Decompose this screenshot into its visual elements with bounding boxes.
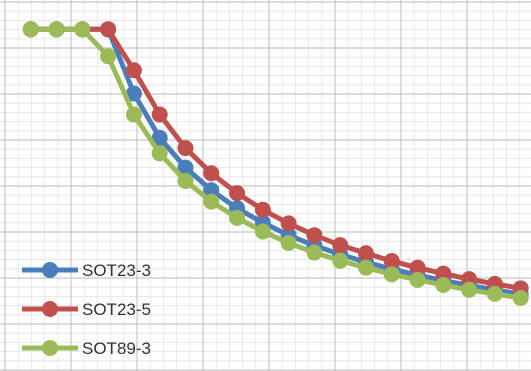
legend-item: SOT23-3 [22, 261, 151, 280]
series-layer [22, 21, 529, 306]
data-point [280, 215, 297, 232]
series-line [28, 26, 524, 291]
series-line [28, 26, 524, 297]
data-point [48, 21, 65, 38]
data-point [409, 271, 426, 288]
data-point [177, 140, 194, 157]
legend-label: SOT23-3 [82, 261, 151, 280]
data-point [203, 182, 220, 199]
data-point [383, 266, 400, 283]
data-point [151, 129, 168, 146]
data-point [177, 172, 194, 189]
data-point [435, 277, 452, 294]
legend-label: SOT89-3 [82, 339, 151, 358]
data-point [357, 245, 374, 262]
data-point [177, 159, 194, 176]
data-point [74, 21, 91, 38]
legend-label: SOT23-5 [82, 300, 151, 319]
data-point [280, 234, 297, 251]
legend: SOT23-3 SOT23-5 SOT89-3 [22, 261, 151, 358]
data-point [151, 145, 168, 162]
data-point [306, 244, 323, 261]
data-point [22, 21, 39, 38]
data-point [435, 265, 452, 282]
data-point [125, 85, 142, 102]
data-point [332, 252, 349, 269]
data-point [486, 285, 503, 302]
data-point [461, 281, 478, 298]
data-point [383, 253, 400, 270]
data-point [229, 185, 246, 202]
data-point [357, 259, 374, 276]
data-point [332, 237, 349, 254]
legend-swatch-marker [42, 262, 58, 278]
data-point [203, 165, 220, 182]
series-sot23-5 [22, 21, 529, 297]
data-point [125, 62, 142, 79]
series-sot89-3 [22, 21, 529, 306]
data-point [254, 201, 271, 218]
data-point [512, 289, 529, 306]
legend-item: SOT23-5 [22, 300, 151, 319]
legend-swatch-marker [42, 301, 58, 317]
data-point [100, 21, 117, 38]
data-point [151, 106, 168, 123]
series-line [28, 26, 524, 301]
data-point [203, 193, 220, 210]
legend-swatch-marker [42, 340, 58, 356]
data-point [306, 227, 323, 244]
data-point [229, 209, 246, 226]
legend-item: SOT89-3 [22, 339, 151, 358]
data-point [100, 48, 117, 65]
data-point [409, 259, 426, 276]
data-point [254, 223, 271, 240]
data-point [125, 106, 142, 123]
